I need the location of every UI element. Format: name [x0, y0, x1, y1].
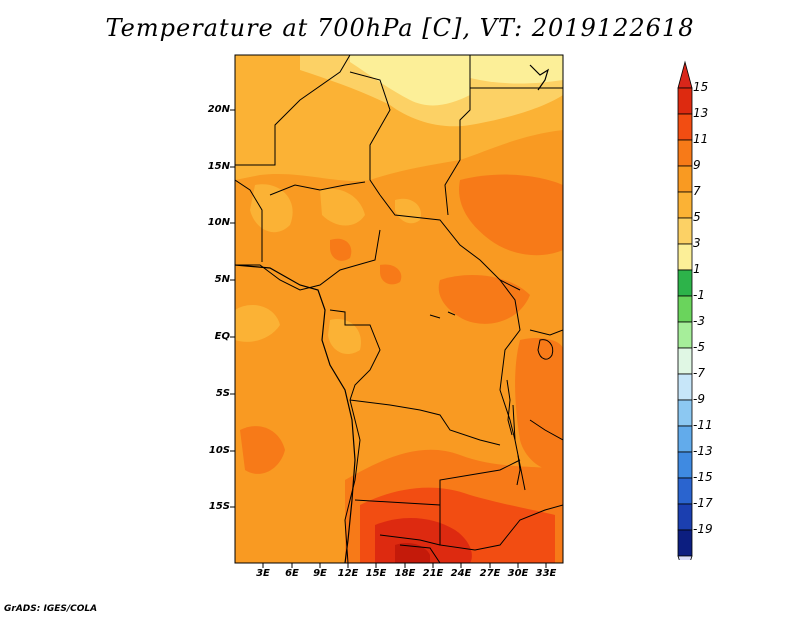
lat-label-20n: 20N [207, 104, 230, 115]
colorbar-box [677, 165, 693, 193]
lon-label-27e: 27E [479, 568, 501, 579]
lon-label-30e: 30E [507, 568, 529, 579]
colorbar-box [677, 87, 693, 115]
colorbar-label: -13 [693, 444, 713, 458]
lon-label-15e: 15E [365, 568, 387, 579]
colorbar-label: -19 [693, 522, 713, 536]
colorbar-label: -15 [693, 470, 713, 484]
lat-label-10s: 10S [208, 445, 230, 456]
colorbar-label: -7 [693, 366, 705, 380]
lat-label-15s: 15S [208, 501, 230, 512]
colorbar-label: 3 [693, 236, 701, 250]
lon-label-21e: 21E [422, 568, 444, 579]
colorbar-box [677, 477, 693, 505]
colorbar-box [677, 373, 693, 401]
lat-label-eq: EQ [214, 331, 230, 342]
lon-label-6e: 6E [285, 568, 299, 579]
colorbar-under-triangle [677, 555, 693, 560]
colorbar-label: 15 [693, 80, 709, 94]
lon-label-33e: 33E [535, 568, 557, 579]
lon-label-9e: 9E [313, 568, 327, 579]
lakes [429, 311, 554, 486]
colorbar-label: -5 [693, 340, 705, 354]
map-title: Temperature at 700hPa [C], VT: 201912261… [105, 14, 695, 42]
colorbar-label: -11 [693, 418, 713, 432]
colorbar-box [677, 347, 693, 375]
colorbar-box [677, 425, 693, 453]
colorbar-label: 13 [693, 106, 709, 120]
lat-label-15n: 15N [207, 161, 230, 172]
colorbar-label: 9 [693, 158, 701, 172]
lat-label-5n: 5N [214, 274, 230, 285]
colorbar-box [677, 217, 693, 245]
colorbar-box [677, 399, 693, 427]
colorbar-box [677, 269, 693, 297]
lon-label-24e: 24E [450, 568, 472, 579]
colorbar-box [677, 529, 693, 557]
grads-credit: GrADS: IGES/COLA [4, 604, 98, 614]
lat-label-10n: 10N [207, 217, 230, 228]
colorbar [677, 60, 693, 560]
colorbar-box [677, 139, 693, 167]
lon-label-18e: 18E [394, 568, 416, 579]
colorbar-box [677, 113, 693, 141]
axis-ticks [230, 109, 547, 568]
lat-label-5s: 5S [215, 388, 230, 399]
colorbar-label: -17 [693, 496, 713, 510]
country-borders [235, 55, 563, 563]
temperature-field [235, 55, 563, 563]
colorbar-label: 5 [693, 210, 701, 224]
lon-label-12e: 12E [337, 568, 359, 579]
colorbar-box [677, 451, 693, 479]
colorbar-label: -1 [693, 288, 705, 302]
colorbar-box [677, 321, 693, 349]
map-frame-border [234, 54, 564, 564]
colorbar-box [677, 503, 693, 531]
colorbar-box [677, 295, 693, 323]
colorbar-label: 7 [693, 184, 701, 198]
colorbar-label: -3 [693, 314, 705, 328]
colorbar-label: 11 [693, 132, 709, 146]
coastline [235, 64, 550, 563]
colorbar-box [677, 243, 693, 271]
colorbar-label: 1 [693, 262, 701, 276]
colorbar-label: -9 [693, 392, 705, 406]
colorbar-over-triangle [677, 60, 693, 89]
lon-label-3e: 3E [256, 568, 270, 579]
colorbar-box [677, 191, 693, 219]
